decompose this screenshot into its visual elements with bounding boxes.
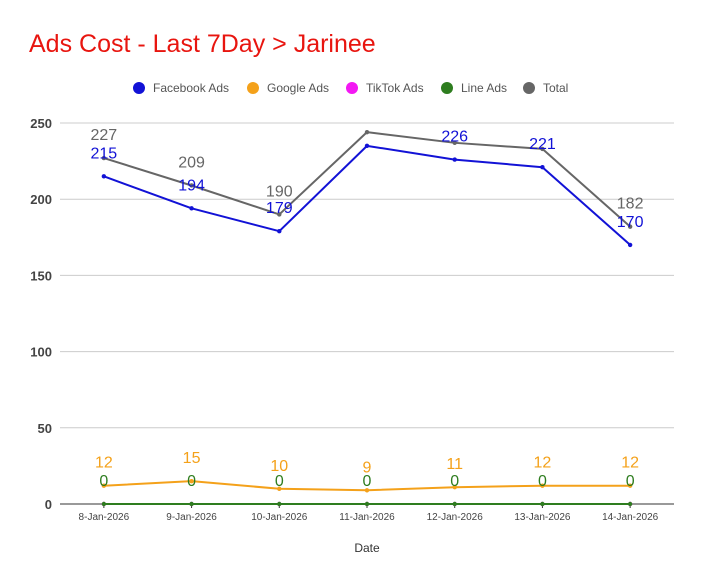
legend-entry: Line Ads (461, 81, 507, 95)
x-tick-label: 9-Jan-2026 (166, 512, 217, 523)
data-label: 209 (178, 154, 205, 171)
y-tick-label: 200 (30, 192, 52, 207)
data-label: 221 (529, 136, 556, 153)
data-point (189, 183, 194, 188)
legend-marker (441, 82, 453, 94)
legend: Facebook Ads Google Ads TikTok Ads Line Ads… (133, 81, 568, 95)
data-point (277, 229, 282, 234)
data-label: 0 (275, 473, 284, 490)
x-tick-label: 14-Jan-2026 (602, 512, 659, 523)
y-tick-label: 50 (38, 421, 52, 436)
data-point (189, 501, 194, 507)
legend-marker (247, 82, 259, 94)
data-label: 215 (91, 145, 118, 162)
data-point (101, 483, 107, 488)
legend-marker (346, 82, 358, 94)
data-point (101, 501, 107, 507)
data-label: 12 (95, 455, 113, 472)
data-point (101, 174, 107, 179)
y-tick-label: 100 (30, 345, 52, 360)
data-label: 170 (617, 214, 644, 231)
data-label: 226 (441, 129, 468, 146)
x-tick-label: 10-Jan-2026 (251, 512, 308, 523)
x-tick-label: 8-Jan-2026 (79, 512, 130, 523)
data-point (189, 478, 194, 484)
y-tick-label: 250 (30, 116, 52, 131)
legend-entry: Total (543, 81, 568, 95)
y-tick-label: 150 (30, 268, 52, 283)
data-point (277, 212, 282, 217)
data-point (540, 483, 545, 488)
data-point (627, 501, 633, 507)
data-label: 10 (270, 458, 288, 475)
y-axis-ticks: 0 50 100 150 200 250 (30, 116, 52, 512)
data-point (364, 501, 370, 507)
data-point (627, 242, 633, 248)
legend-entry: Google Ads (267, 81, 329, 95)
data-label: 227 (91, 127, 118, 144)
data-label: 0 (187, 473, 196, 490)
data-label: 15 (183, 450, 201, 467)
data-point (101, 155, 107, 161)
data-point (452, 157, 457, 162)
data-label: 190 (266, 183, 293, 200)
data-point (189, 206, 194, 211)
legend-entry: TikTok Ads (366, 81, 424, 95)
series-lines (101, 129, 633, 507)
data-label: 0 (626, 473, 635, 490)
x-axis-label: Date (354, 541, 380, 555)
data-point (364, 143, 370, 149)
legend-marker (133, 82, 145, 94)
legend-entry: Facebook Ads (153, 81, 229, 95)
data-label: 9 (363, 459, 372, 476)
data-label: 12 (621, 455, 639, 472)
data-point (452, 485, 457, 490)
data-label: 12 (534, 455, 552, 472)
data-point (364, 129, 370, 135)
x-axis-ticks: 8-Jan-2026 9-Jan-2026 10-Jan-2026 11-Jan-20… (79, 504, 659, 523)
data-label: 0 (538, 473, 547, 490)
data-label: 0 (450, 473, 459, 490)
data-point (277, 486, 282, 491)
data-point (452, 140, 457, 146)
x-tick-label: 13-Jan-2026 (514, 512, 571, 523)
data-point (540, 501, 545, 507)
data-label: 179 (266, 200, 293, 217)
data-point (364, 488, 370, 493)
data-label: 194 (178, 177, 205, 194)
chart-title: Ads Cost - Last 7Day > Jarinee (29, 30, 376, 58)
data-label: 0 (99, 473, 108, 490)
data-point (452, 501, 457, 507)
data-point (540, 146, 545, 152)
grid-lines (60, 122, 674, 505)
x-tick-label: 12-Jan-2026 (427, 512, 484, 523)
y-tick-label: 0 (45, 497, 52, 512)
data-label: 182 (617, 196, 644, 213)
data-point (277, 501, 282, 507)
data-label: 11 (446, 456, 463, 473)
data-point (627, 483, 633, 488)
data-point (540, 164, 545, 170)
data-point (627, 224, 633, 229)
x-tick-label: 11-Jan-2026 (339, 512, 395, 523)
legend-marker (523, 82, 535, 94)
data-label: 0 (363, 473, 372, 490)
